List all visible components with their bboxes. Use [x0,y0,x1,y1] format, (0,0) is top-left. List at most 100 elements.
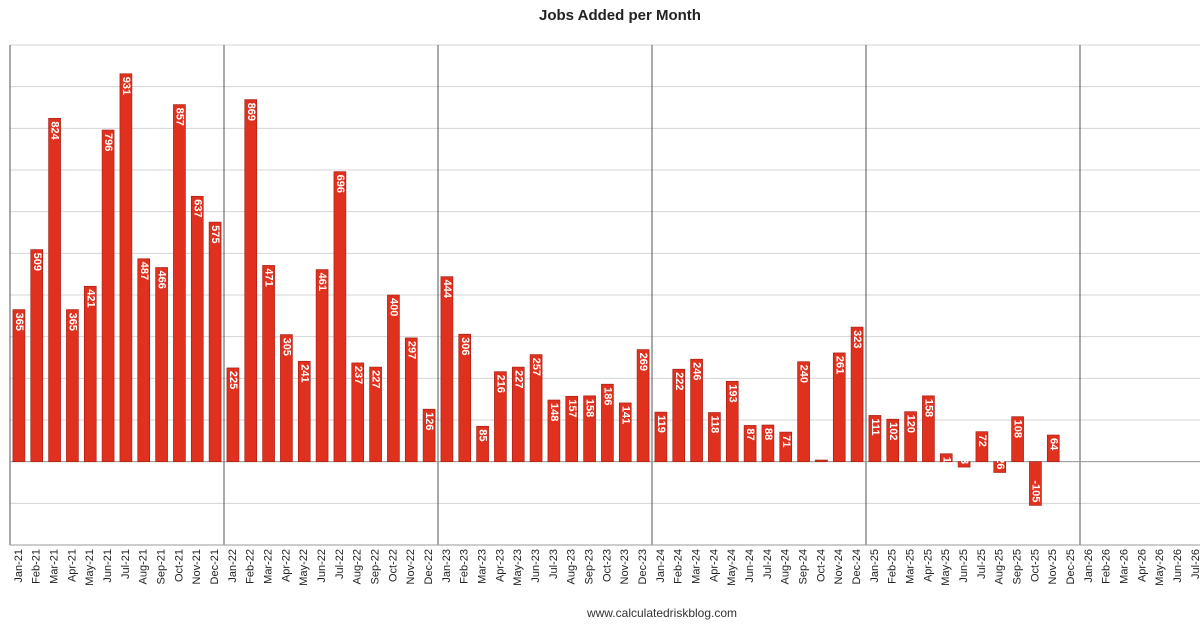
x-tick-label: Feb-24 [673,549,685,584]
x-tick-label: Feb-25 [887,549,899,584]
x-tick-label: Feb-26 [1101,549,1113,584]
data-label: 257 [530,358,542,376]
bar [155,267,168,462]
bar [333,171,347,462]
data-label: 487 [138,262,150,280]
bar [725,380,739,462]
data-label: -26 [994,454,1006,470]
data-label: 466 [156,271,168,289]
x-tick-label: May-24 [726,549,738,586]
x-tick-label: Mar-21 [48,549,60,584]
data-label: 88 [762,428,774,440]
bar [993,461,1007,473]
data-label: 444 [441,280,453,299]
bar [850,326,864,462]
x-tick-label: Nov-24 [833,549,845,584]
x-tick-label: Sep-24 [797,549,809,584]
x-tick-label: Jun-21 [102,549,114,583]
bar [83,285,97,462]
x-tick-label: Jun-22 [316,549,328,583]
data-label: 240 [798,365,810,383]
data-label: 64 [1047,438,1059,451]
bar [511,366,525,462]
x-tick-label: Oct-23 [601,549,613,582]
x-tick-label: Jan-25 [869,549,881,583]
bar [868,415,882,462]
bar [529,354,543,462]
x-tick-label: Nov-25 [1047,549,1059,584]
x-tick-label: Jul-24 [762,549,774,579]
x-tick-label: Dec-22 [423,549,435,584]
bar [957,461,971,468]
x-tick-label: Apr-24 [708,549,720,582]
bar [1029,461,1042,506]
data-label: 4 [816,463,828,470]
data-label: 509 [31,253,43,271]
bar [297,360,311,462]
x-tick-label: Dec-24 [851,549,863,584]
data-label: 575 [209,225,221,243]
data-label: 305 [281,338,293,356]
data-label: 237 [352,366,364,384]
x-tick-label: Jun-25 [958,549,970,583]
bar [636,349,650,462]
data-label: 102 [887,422,899,440]
x-tick-label: Dec-25 [1065,549,1077,584]
x-tick-label: Mar-26 [1118,549,1130,584]
data-label: 141 [619,406,631,424]
data-label: 400 [388,298,400,316]
data-label: 120 [905,415,917,433]
x-tick-label: Sep-23 [583,549,595,584]
x-tick-label: Jun-24 [744,549,756,583]
source-note: www.calculatedriskblog.com [586,606,737,620]
x-tick-label: Aug-25 [994,549,1006,584]
x-tick-label: Oct-24 [815,549,827,582]
x-tick-label: Jul-21 [120,549,132,579]
bar [832,352,846,462]
data-label: 696 [334,175,346,193]
x-tick-label: Apr-21 [66,549,78,582]
bar [1046,434,1060,462]
x-tick-label: Jan-22 [227,549,239,583]
bar [922,395,935,462]
data-label: 87 [744,428,756,440]
bar [779,431,793,462]
x-tick-label: Aug-24 [780,549,792,584]
data-label: 158 [584,399,596,417]
data-label: 246 [691,362,703,380]
data-label: 111 [869,418,881,435]
x-tick-label: Apr-23 [494,549,506,582]
data-label: 796 [102,133,114,151]
bar [244,99,258,462]
x-tick-label: Oct-22 [387,549,399,582]
bar [815,459,828,462]
data-label: 869 [245,103,257,121]
x-tick-label: Feb-22 [245,549,257,584]
bar [547,399,561,462]
x-tick-label: Jun-26 [1172,549,1184,583]
x-tick-label: Jul-23 [548,549,560,579]
data-label: 261 [833,356,845,374]
data-label: 269 [637,353,649,371]
bar [565,395,579,462]
x-tick-label: May-23 [512,549,524,586]
data-label: 227 [512,370,524,388]
data-label: 119 [655,415,667,433]
bar [440,276,454,462]
bar [939,453,953,462]
x-tick-label: Apr-22 [280,549,292,582]
bar [476,425,489,462]
bar [48,118,61,462]
x-tick-label: Jan-24 [655,549,667,583]
data-label: 365 [13,313,25,331]
x-tick-label: Aug-22 [352,549,364,584]
data-label: 323 [851,330,863,348]
bar [458,333,472,462]
x-tick-label: May-22 [298,549,310,586]
x-tick-label: Jul-26 [1190,549,1200,579]
x-tick-label: Feb-23 [459,549,471,584]
x-tick-label: May-25 [940,549,952,586]
data-label: 222 [673,372,685,390]
x-tick-label: Nov-22 [405,549,417,584]
